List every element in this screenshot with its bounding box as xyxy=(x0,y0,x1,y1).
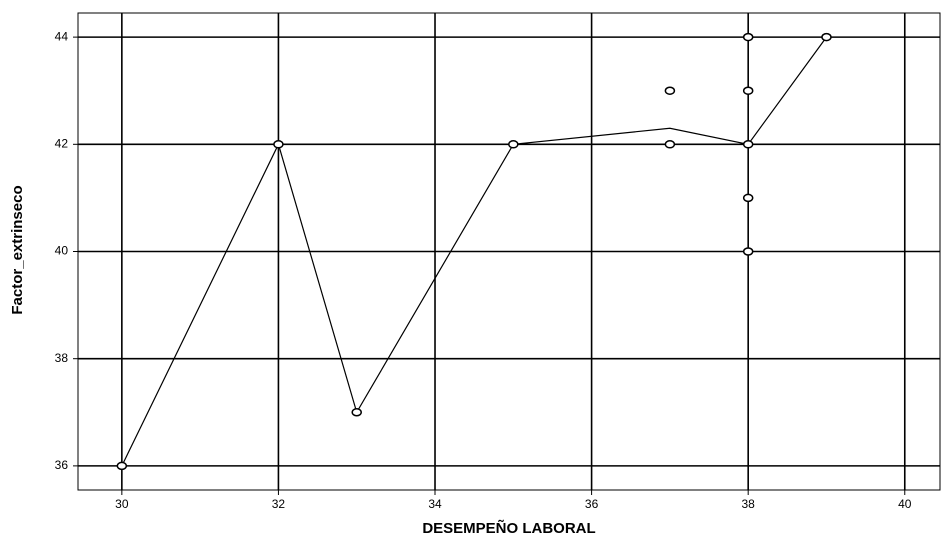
scatter-point xyxy=(351,408,362,417)
x-tick-label: 40 xyxy=(898,497,912,511)
y-axis-title: Factor_extrinseco xyxy=(9,185,26,314)
scatter-point xyxy=(742,193,754,203)
scatter-point xyxy=(664,86,676,95)
scatter-point xyxy=(664,140,676,149)
y-tick-label: 36 xyxy=(55,458,69,472)
x-tick-label: 36 xyxy=(585,497,599,511)
scatter-point xyxy=(742,86,754,95)
scatter-point xyxy=(742,32,754,42)
scatter-point xyxy=(508,140,519,149)
scatter-point xyxy=(273,140,284,149)
x-tick-label: 32 xyxy=(272,497,286,511)
scatter-point xyxy=(821,32,832,42)
scatter-point xyxy=(116,461,128,471)
scatter-point xyxy=(742,247,754,256)
x-tick-label: 34 xyxy=(428,497,442,511)
x-axis-title: DESEMPEÑO LABORAL xyxy=(422,519,595,537)
x-tick-label: 38 xyxy=(742,497,756,511)
y-tick-label: 40 xyxy=(55,244,69,258)
scatter-point xyxy=(742,140,754,149)
y-tick-label: 42 xyxy=(55,136,69,150)
x-tick-label: 30 xyxy=(115,497,129,511)
y-tick-label: 38 xyxy=(55,351,69,365)
y-tick-label: 44 xyxy=(55,29,69,43)
